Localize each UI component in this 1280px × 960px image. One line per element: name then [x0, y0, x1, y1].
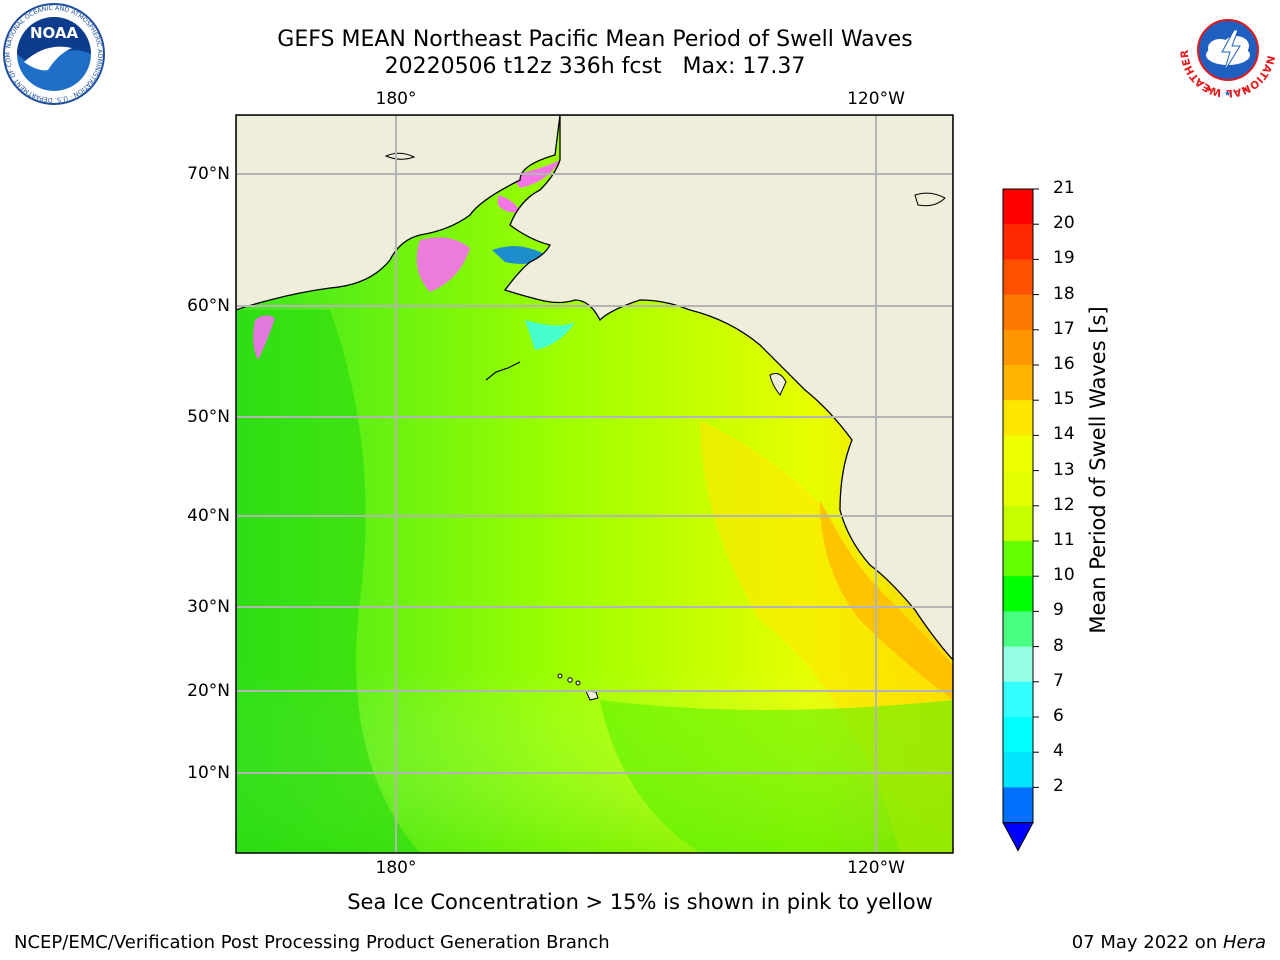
- svg-text:★: ★: [1224, 89, 1231, 98]
- colorbar-swatch: [1003, 646, 1033, 683]
- footer-date: 07 May 2022 on Hera: [1072, 932, 1266, 953]
- sea-ice-caption: Sea Ice Concentration > 15% is shown in …: [347, 890, 933, 914]
- colorbar-tick-label: 16: [1053, 354, 1075, 374]
- colorbar-tick-label: 11: [1053, 530, 1075, 550]
- colorbar-swatch: [1003, 541, 1033, 577]
- colorbar-swatch: [1003, 365, 1033, 401]
- colorbar-tick-label: 21: [1053, 178, 1075, 198]
- colorbar-swatch: [1003, 400, 1033, 436]
- colorbar-tick-label: 12: [1053, 494, 1075, 515]
- colorbar: [1002, 188, 1039, 852]
- lon-label-top-180: 180°: [375, 89, 417, 109]
- colorbar-swatch: [1003, 435, 1033, 472]
- colorbar-swatch: [1003, 224, 1033, 260]
- lat-label-20n: 20°N: [187, 681, 230, 701]
- lat-label-50n: 50°N: [187, 407, 230, 427]
- svg-text:★: ★: [1242, 85, 1249, 94]
- colorbar-swatch: [1003, 787, 1033, 824]
- colorbar-swatch: [1003, 189, 1033, 225]
- colorbar-tick-label: 2: [1053, 776, 1064, 797]
- colorbar-swatch: [1003, 294, 1033, 331]
- chart-subtitle: 20220506 t12z 336h fcst Max: 17.37: [384, 54, 806, 79]
- colorbar-swatch: [1003, 752, 1033, 788]
- noaa-logo: NATIONAL OCEANIC AND ATMOSPHERIC ADMINIS…: [0, 0, 106, 110]
- lat-label-10n: 10°N: [187, 763, 230, 783]
- colorbar-swatch: [1003, 470, 1033, 507]
- lon-label-top-120w: 120°W: [847, 89, 905, 109]
- footer-date-text: 07 May 2022 on: [1071, 932, 1223, 953]
- svg-text:★: ★: [1206, 85, 1213, 94]
- colorbar-tick-label: 10: [1053, 565, 1075, 586]
- colorbar-swatch: [1003, 259, 1033, 296]
- colorbar-tick-label: 19: [1053, 248, 1075, 269]
- colorbar-swatch: [1003, 505, 1033, 542]
- colorbar-tick-label: 7: [1053, 670, 1064, 691]
- lat-label-70n: 70°N: [187, 164, 230, 184]
- colorbar-title: Mean Period of Swell Waves [s]: [1086, 306, 1110, 634]
- colorbar-tick-label: 17: [1053, 318, 1075, 339]
- lat-label-60n: 60°N: [187, 296, 230, 316]
- colorbar-swatch: [1003, 717, 1033, 753]
- colorbar-tick-label: 15: [1053, 389, 1075, 410]
- lat-label-30n: 30°N: [187, 597, 230, 617]
- colorbar-swatch: [1003, 681, 1033, 718]
- colorbar-tick-label: 20: [1053, 213, 1075, 234]
- colorbar-swatch: [1003, 576, 1033, 612]
- colorbar-extend-arrow: [1002, 822, 1034, 852]
- footer-credit: NCEP/EMC/Verification Post Processing Pr…: [14, 932, 610, 953]
- chart-title: GEFS MEAN Northeast Pacific Mean Period …: [277, 27, 913, 52]
- graticule: [236, 115, 953, 853]
- colorbar-tick-label: 18: [1053, 283, 1075, 304]
- colorbar-tick-label: 8: [1053, 635, 1064, 656]
- lat-label-40n: 40°N: [187, 506, 230, 526]
- colorbar-tick-label: 6: [1053, 706, 1064, 726]
- map-area: [236, 115, 953, 853]
- colorbar-tick-label: 14: [1053, 424, 1075, 445]
- lon-label-bottom-180: 180°: [375, 858, 417, 878]
- footer-machine-name: Hera: [1222, 932, 1266, 953]
- colorbar-swatch: [1003, 611, 1033, 648]
- colorbar-swatch: [1003, 329, 1033, 366]
- nws-logo: NATIONAL WEATHER SERVICE ★ ★ ★: [1174, 0, 1278, 104]
- colorbar-tick-label: 4: [1053, 741, 1064, 762]
- map-frame: [235, 114, 954, 854]
- lon-label-bottom-120w: 120°W: [847, 858, 905, 878]
- colorbar-tick-label: 9: [1053, 600, 1064, 621]
- colorbar-tick-label: 13: [1053, 459, 1075, 480]
- noaa-logo-text: NOAA: [30, 24, 79, 42]
